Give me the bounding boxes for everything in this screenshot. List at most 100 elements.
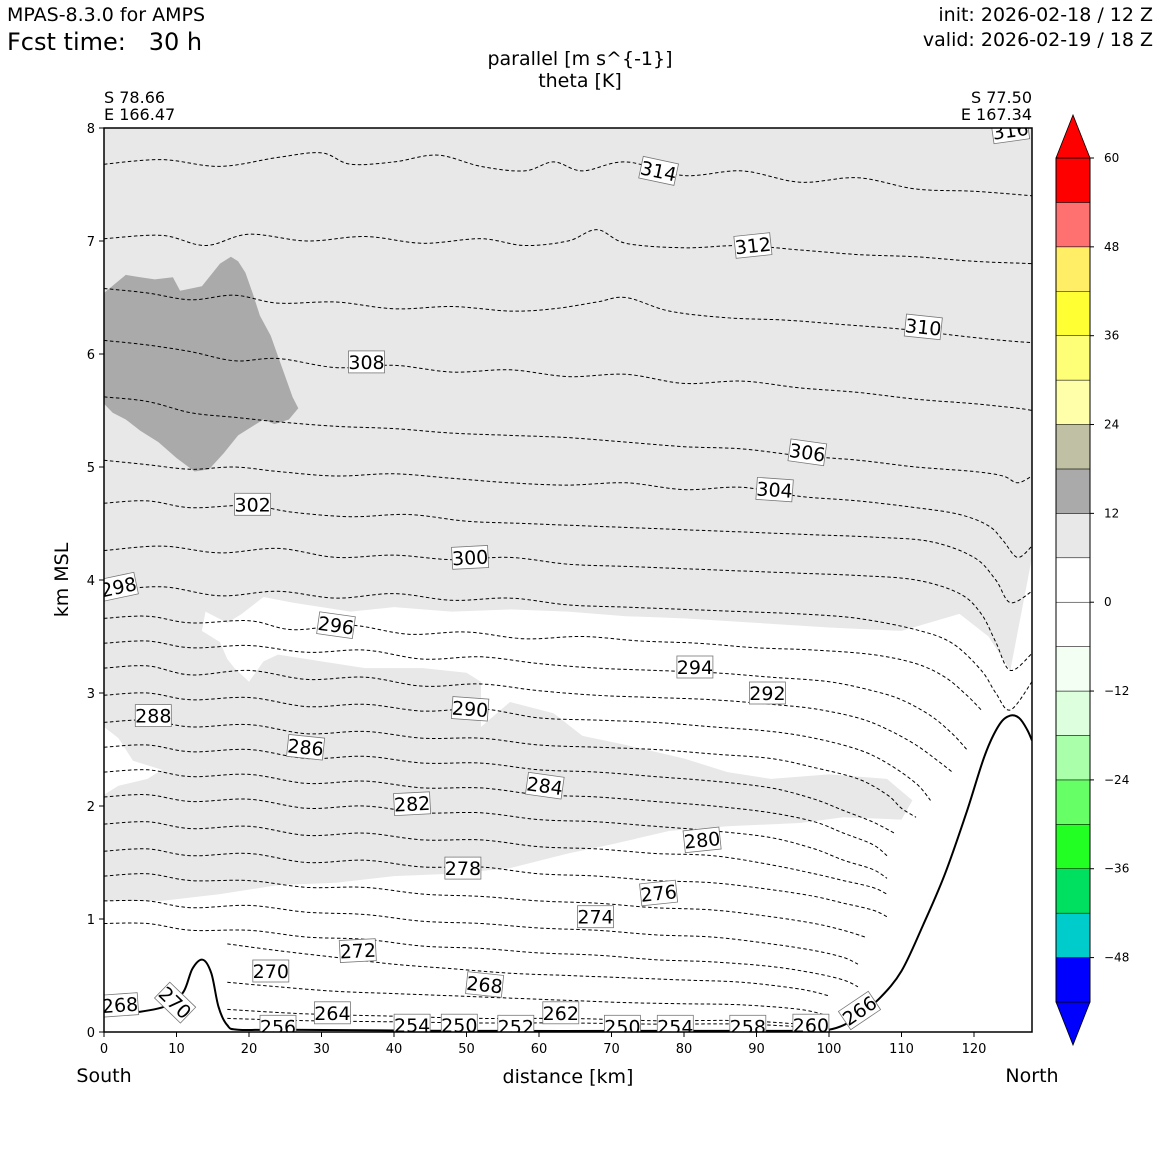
contour-label-box (252, 959, 290, 983)
forecast-time: Fcst time: 30 h (7, 28, 203, 56)
contour-label-316: 316 (990, 128, 1031, 145)
colorbar-tick-label: −36 (1104, 862, 1129, 876)
x-tick-label: 90 (748, 1042, 765, 1057)
colorbar-tick-label: 0 (1104, 595, 1112, 609)
contour-label-box (451, 545, 490, 570)
contour-label-308: 308 (348, 350, 385, 374)
contour-label-text: 292 (749, 683, 785, 705)
contour-label-text: 302 (234, 494, 270, 516)
contour-label-box (837, 990, 882, 1031)
y-tick-label: 3 (87, 687, 95, 702)
contour-label-272: 272 (338, 938, 377, 964)
contour-label-296: 296 (316, 611, 356, 640)
contour-label-text: 284 (525, 773, 564, 800)
contour-label-box (792, 1013, 830, 1032)
y-tick-label: 5 (87, 461, 95, 476)
contour-label-box (903, 313, 943, 341)
colorbar-tick-label: −48 (1104, 951, 1129, 965)
contour-label-text: 308 (348, 352, 384, 374)
contour-label-text: 270 (253, 961, 289, 983)
contour-label-282: 282 (393, 791, 432, 817)
contour-label-box (497, 1014, 535, 1032)
contour-label-text: 304 (756, 478, 794, 502)
contour-label-text: 306 (788, 440, 827, 467)
contour-label-box (577, 905, 614, 929)
contour-label-text: 268 (101, 994, 139, 1018)
chart-title: parallel [m s^{-1}] (487, 48, 673, 70)
theta-contour-306 (104, 396, 1032, 484)
theta-contour-304 (104, 459, 1032, 558)
colorbar-segment (1055, 202, 1091, 248)
colorbar-segment (1055, 646, 1091, 692)
contour-label-text: 264 (314, 1003, 350, 1025)
colorbar-extend-high (1055, 113, 1091, 159)
x-tick-label: 110 (889, 1042, 914, 1057)
contour-label-310: 310 (903, 313, 943, 341)
contour-label-290: 290 (450, 696, 490, 722)
contour-label-284: 284 (524, 771, 565, 800)
contour-label-box (542, 1001, 580, 1025)
contour-label-300: 300 (451, 545, 490, 570)
contour-label-box (787, 438, 828, 467)
contour-label-box (676, 655, 714, 679)
theta-contour-296 (104, 615, 982, 711)
contour-label-264: 264 (313, 1001, 351, 1025)
theta-contour-302 (104, 500, 1032, 604)
contour-label-262: 262 (542, 1001, 580, 1025)
contour-label-box (524, 771, 565, 800)
valid-time: valid: 2026-02-19 / 18 Z (922, 29, 1153, 51)
contour-label-box (682, 826, 722, 854)
contour-label-306: 306 (787, 438, 828, 467)
contour-label-268: 268 (465, 971, 505, 998)
theta-contour-286 (104, 744, 895, 834)
colorbar-segment (1055, 291, 1091, 336)
south-label: South (76, 1065, 132, 1087)
contour-label-box (348, 350, 385, 374)
theta-contour-284 (104, 769, 888, 857)
colorbar-tick-label: 24 (1104, 418, 1119, 432)
theta-contour-282 (104, 794, 888, 879)
colorbar-extend-low (1055, 1001, 1091, 1047)
theta-contour-314 (104, 152, 1032, 197)
x-tick-label: 80 (676, 1042, 693, 1057)
theta-contour-272 (104, 922, 859, 988)
contour-label-278: 278 (444, 856, 482, 880)
colorbar-segment (1055, 957, 1091, 1003)
contour-label-294: 294 (676, 655, 714, 679)
contour-label-box (638, 155, 679, 186)
contour-label-text: 282 (393, 793, 430, 817)
contour-label-box (393, 791, 432, 817)
theta-contour-310 (104, 288, 1032, 344)
contour-label-250: 250 (604, 1014, 641, 1038)
contour-label-254: 254 (656, 1014, 694, 1032)
contour-label-312: 312 (733, 232, 773, 259)
contour-label-text: 254 (394, 1015, 430, 1037)
x-tick-label: 50 (458, 1042, 475, 1057)
contour-label-text: 296 (316, 613, 355, 640)
theta-contour-278 (104, 848, 888, 918)
contour-label-text: 278 (445, 858, 481, 880)
contour-label-258: 258 (729, 1014, 767, 1032)
contour-label-text: 250 (604, 1016, 640, 1038)
contour-label-268: 268 (101, 992, 140, 1018)
colorbar-segment (1055, 868, 1091, 914)
x-tick-label: 60 (531, 1042, 548, 1057)
contour-label-text: 256 (260, 1016, 296, 1038)
colorbar-tick-label: 60 (1104, 151, 1119, 165)
contour-label-text: 252 (498, 1016, 534, 1038)
contour-label-text: 262 (543, 1003, 579, 1025)
contour-label-text: 276 (640, 881, 678, 907)
contour-label-text: 300 (451, 546, 488, 570)
contour-label-box (755, 476, 794, 503)
colorbar-segment (1055, 824, 1091, 869)
colorbar-segment (1055, 690, 1091, 736)
x-tick-label: 40 (386, 1042, 403, 1057)
y-tick-label: 0 (87, 1026, 95, 1041)
theta-contour-270 (227, 943, 830, 997)
contour-label-text: 286 (286, 735, 324, 761)
contour-label-box (450, 696, 490, 722)
x-tick-label: 10 (168, 1042, 185, 1057)
contour-label-box (990, 128, 1031, 145)
contour-label-box (444, 856, 482, 880)
x-tick-label: 0 (100, 1042, 108, 1057)
